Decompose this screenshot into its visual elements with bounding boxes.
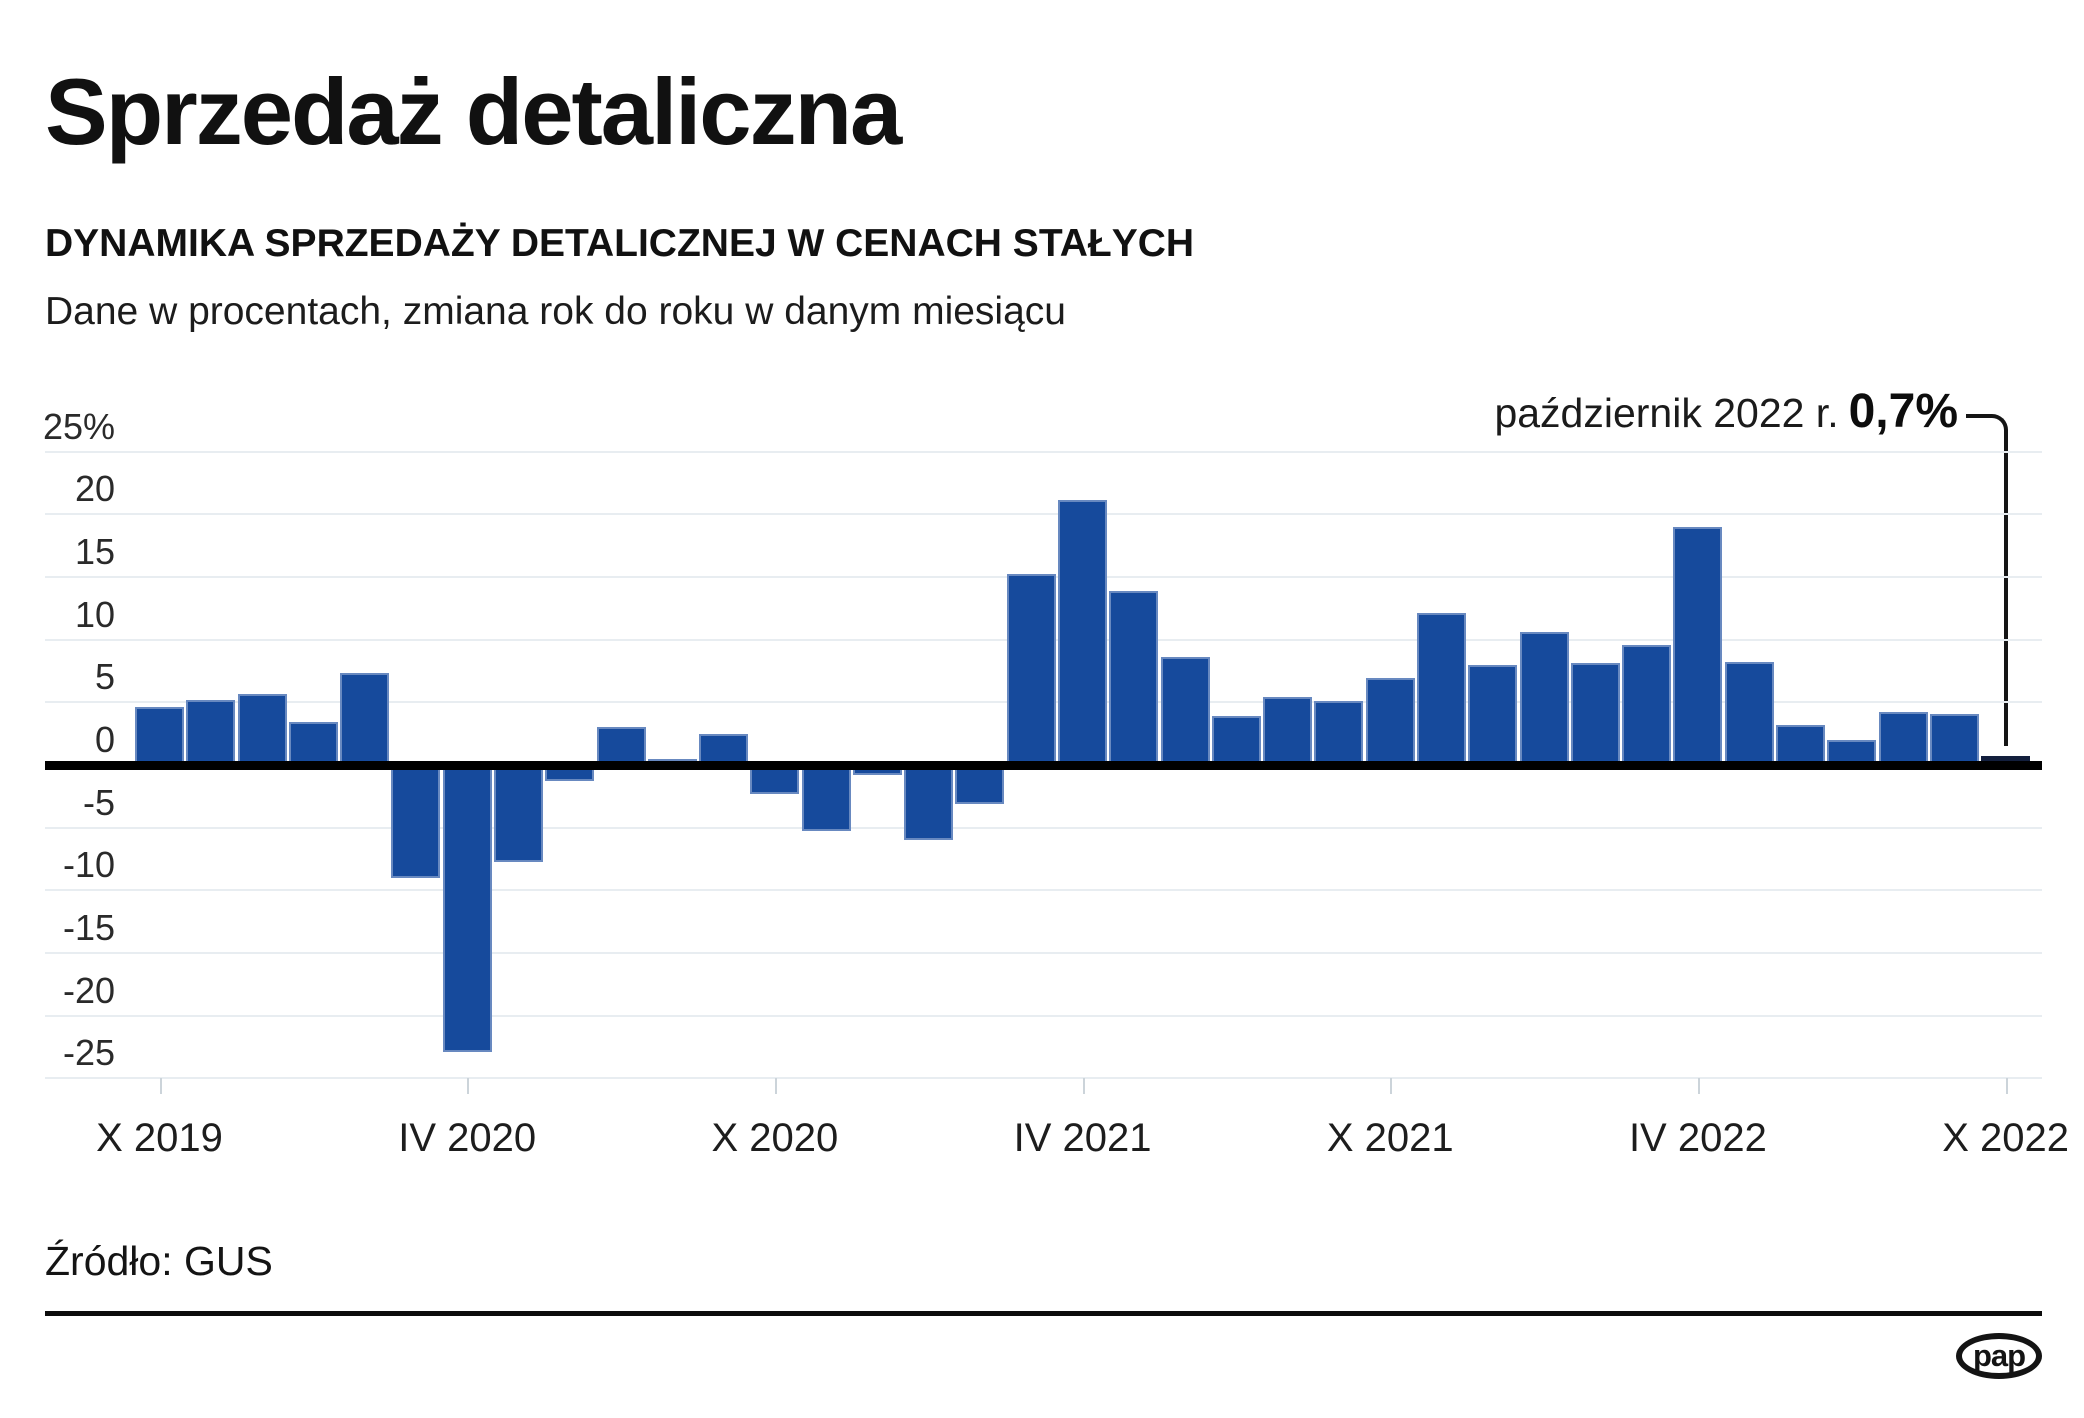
y-gridline [45, 826, 2042, 829]
chart-bar [1058, 500, 1108, 767]
y-axis-label: 20 [74, 468, 115, 510]
chart-description: Dane w procentach, zmiana rok do roku w … [45, 290, 1066, 333]
chart-bar [135, 707, 184, 767]
x-axis-label: X 2021 [1326, 1116, 1454, 1160]
chart-bar [288, 722, 338, 767]
y-axis-label: -5 [82, 781, 115, 823]
x-axis-tick [159, 1078, 162, 1094]
chart-bar [1775, 724, 1825, 767]
pap-logo: pap [1956, 1333, 2042, 1379]
x-axis-tick [1697, 1078, 1700, 1094]
chart-bar [442, 765, 492, 1053]
x-axis-tick [774, 1078, 777, 1094]
page-title: Sprzedaż detaliczna [45, 59, 902, 164]
y-axis-label: -25 [62, 1032, 115, 1074]
footer-divider-line [45, 1311, 2042, 1316]
y-axis-label: 15 [74, 530, 115, 572]
chart-bar [801, 765, 851, 832]
x-axis-label: X 2022 [1942, 1116, 2069, 1160]
x-axis-label: IV 2020 [398, 1116, 537, 1160]
source-credit: Źródło: GUS [45, 1238, 273, 1284]
chart-bar [1929, 713, 1979, 767]
chart-bar [391, 765, 441, 878]
chart-bar [1468, 664, 1518, 767]
x-axis-tick [1390, 1078, 1393, 1094]
x-axis-label: X 2019 [96, 1116, 223, 1160]
chart-bar [1314, 701, 1364, 767]
x-axis-label: IV 2022 [1628, 1116, 1767, 1160]
chart-bar [1724, 662, 1774, 767]
y-gridline [45, 1077, 2042, 1080]
annotation-value: 0,7% [1848, 385, 1958, 438]
y-axis-label: -10 [62, 844, 115, 886]
y-gridline [45, 952, 2042, 955]
chart-bar [186, 699, 236, 767]
chart-bar [1417, 613, 1466, 767]
pap-logo-text: pap [1972, 1337, 2026, 1373]
chart-bar [340, 673, 390, 767]
x-axis-label: X 2020 [711, 1116, 839, 1160]
chart-bar [955, 765, 1005, 804]
y-gridline [45, 513, 2042, 516]
chart-bar [237, 693, 287, 767]
chart-bar [852, 765, 902, 776]
x-axis-tick [1082, 1078, 1085, 1094]
y-gridline [45, 1014, 2042, 1017]
chart-bar [1263, 697, 1313, 767]
chart-subtitle: DYNAMIKA SPRZEDAŻY DETALICZNEJ W CENACH … [45, 222, 1195, 265]
y-gridline [45, 889, 2042, 892]
callout-connector-line [1966, 414, 2008, 746]
y-axis-label: 5 [94, 656, 115, 698]
y-gridline [45, 450, 2042, 453]
chart-bar [1365, 678, 1415, 767]
chart-bar [904, 765, 954, 841]
chart-bar [1006, 574, 1056, 767]
x-axis-tick [467, 1078, 470, 1094]
x-axis-label: IV 2021 [1013, 1116, 1152, 1160]
chart-bar [1519, 632, 1569, 767]
y-axis-label: 25% [42, 405, 115, 447]
chart-bar [1211, 716, 1261, 767]
chart-bar [1160, 657, 1210, 767]
zero-axis-line [45, 761, 2042, 770]
chart-bar [1570, 663, 1620, 767]
chart-bar [493, 765, 543, 862]
x-axis-tick [2005, 1078, 2008, 1094]
chart-bar [596, 727, 646, 767]
chart-bar [1673, 526, 1723, 767]
chart-bar [1109, 590, 1159, 767]
y-axis-label: -15 [62, 907, 115, 949]
latest-value-annotation: październik 2022 r. 0,7% [1494, 384, 1958, 439]
chart-bar [1878, 712, 1928, 767]
y-axis-label: 10 [74, 593, 115, 635]
chart-bar [1622, 644, 1672, 767]
y-axis-label: -20 [62, 969, 115, 1011]
annotation-label: październik 2022 r. [1494, 390, 1839, 436]
y-axis-label: 0 [94, 719, 115, 760]
